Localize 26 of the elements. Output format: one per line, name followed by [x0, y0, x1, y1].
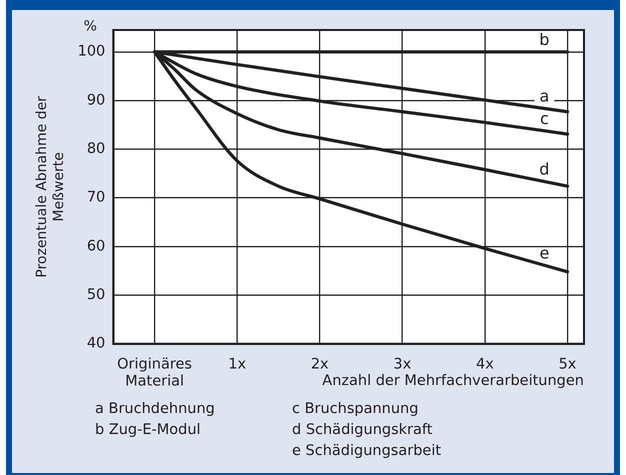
- x-tick-label: 5x: [558, 356, 577, 372]
- x-tick-label: 2x: [310, 356, 330, 372]
- series-label: d: [539, 160, 550, 179]
- text: e Schädigungsarbeit: [292, 442, 442, 461]
- x-tick-label: Originäres Material: [117, 356, 192, 390]
- y-tick-label: 70: [86, 190, 106, 206]
- y-tick-label: 100: [78, 44, 106, 60]
- y-tick-label: 90: [86, 92, 106, 108]
- x-tick-label: 1x: [228, 356, 246, 372]
- text: %: [84, 18, 97, 35]
- text: d Schädigungskraft: [292, 421, 432, 440]
- text: c Bruchspannung: [292, 400, 418, 419]
- series-label: b: [539, 30, 550, 50]
- x-axis-title: Anzahl der Mehrfachverarbeitungen: [322, 373, 584, 390]
- text: a Bruchdehnung: [95, 400, 215, 419]
- text: b Zug-E-Modul: [95, 421, 201, 440]
- y-tick-label: 60: [86, 238, 106, 254]
- series-label: c: [540, 109, 549, 128]
- x-tick-label: 3x: [393, 356, 412, 372]
- series-label: a: [539, 86, 550, 106]
- y-tick-label: 50: [86, 286, 106, 303]
- y-tick-label: 40: [86, 336, 106, 352]
- series-label: e: [539, 243, 550, 262]
- x-tick-label: 4x: [476, 356, 494, 372]
- y-tick-label: 80: [86, 140, 106, 157]
- y-axis-title: Prozentuale Abnahme der Meßwerte: [34, 96, 67, 278]
